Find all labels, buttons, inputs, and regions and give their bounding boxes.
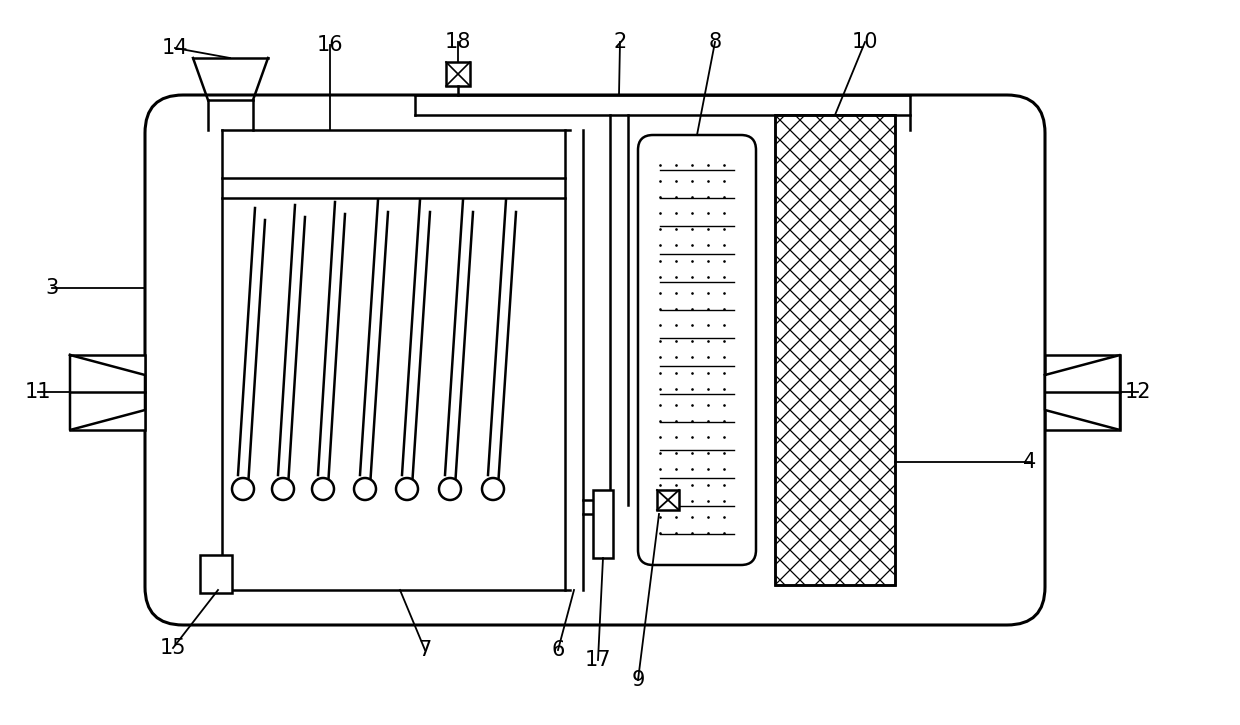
- Circle shape: [232, 478, 254, 500]
- Text: 2: 2: [614, 32, 626, 52]
- Circle shape: [439, 478, 461, 500]
- FancyBboxPatch shape: [145, 95, 1045, 625]
- Polygon shape: [69, 355, 145, 430]
- Bar: [593, 490, 613, 558]
- Circle shape: [353, 478, 376, 500]
- Text: 8: 8: [708, 32, 722, 52]
- Bar: [775, 115, 895, 585]
- Circle shape: [482, 478, 503, 500]
- Circle shape: [272, 478, 294, 500]
- Text: 17: 17: [585, 650, 611, 670]
- Bar: [69, 355, 145, 430]
- Text: 6: 6: [552, 640, 564, 660]
- Bar: [657, 490, 680, 510]
- Bar: [446, 62, 470, 86]
- Text: 7: 7: [418, 640, 432, 660]
- Text: 3: 3: [46, 278, 58, 298]
- Text: 11: 11: [25, 382, 51, 402]
- Text: 14: 14: [161, 38, 188, 58]
- Text: 4: 4: [1023, 452, 1037, 472]
- Text: 12: 12: [1125, 382, 1151, 402]
- Text: 15: 15: [160, 638, 186, 658]
- Circle shape: [312, 478, 334, 500]
- Bar: [200, 555, 232, 593]
- Circle shape: [396, 478, 418, 500]
- Text: 16: 16: [316, 35, 343, 55]
- Bar: [775, 115, 895, 585]
- Text: 9: 9: [631, 670, 645, 690]
- Polygon shape: [1045, 355, 1120, 430]
- Text: 10: 10: [852, 32, 878, 52]
- Bar: [1045, 355, 1120, 430]
- Bar: [775, 115, 895, 585]
- Text: 18: 18: [445, 32, 471, 52]
- FancyBboxPatch shape: [639, 135, 756, 565]
